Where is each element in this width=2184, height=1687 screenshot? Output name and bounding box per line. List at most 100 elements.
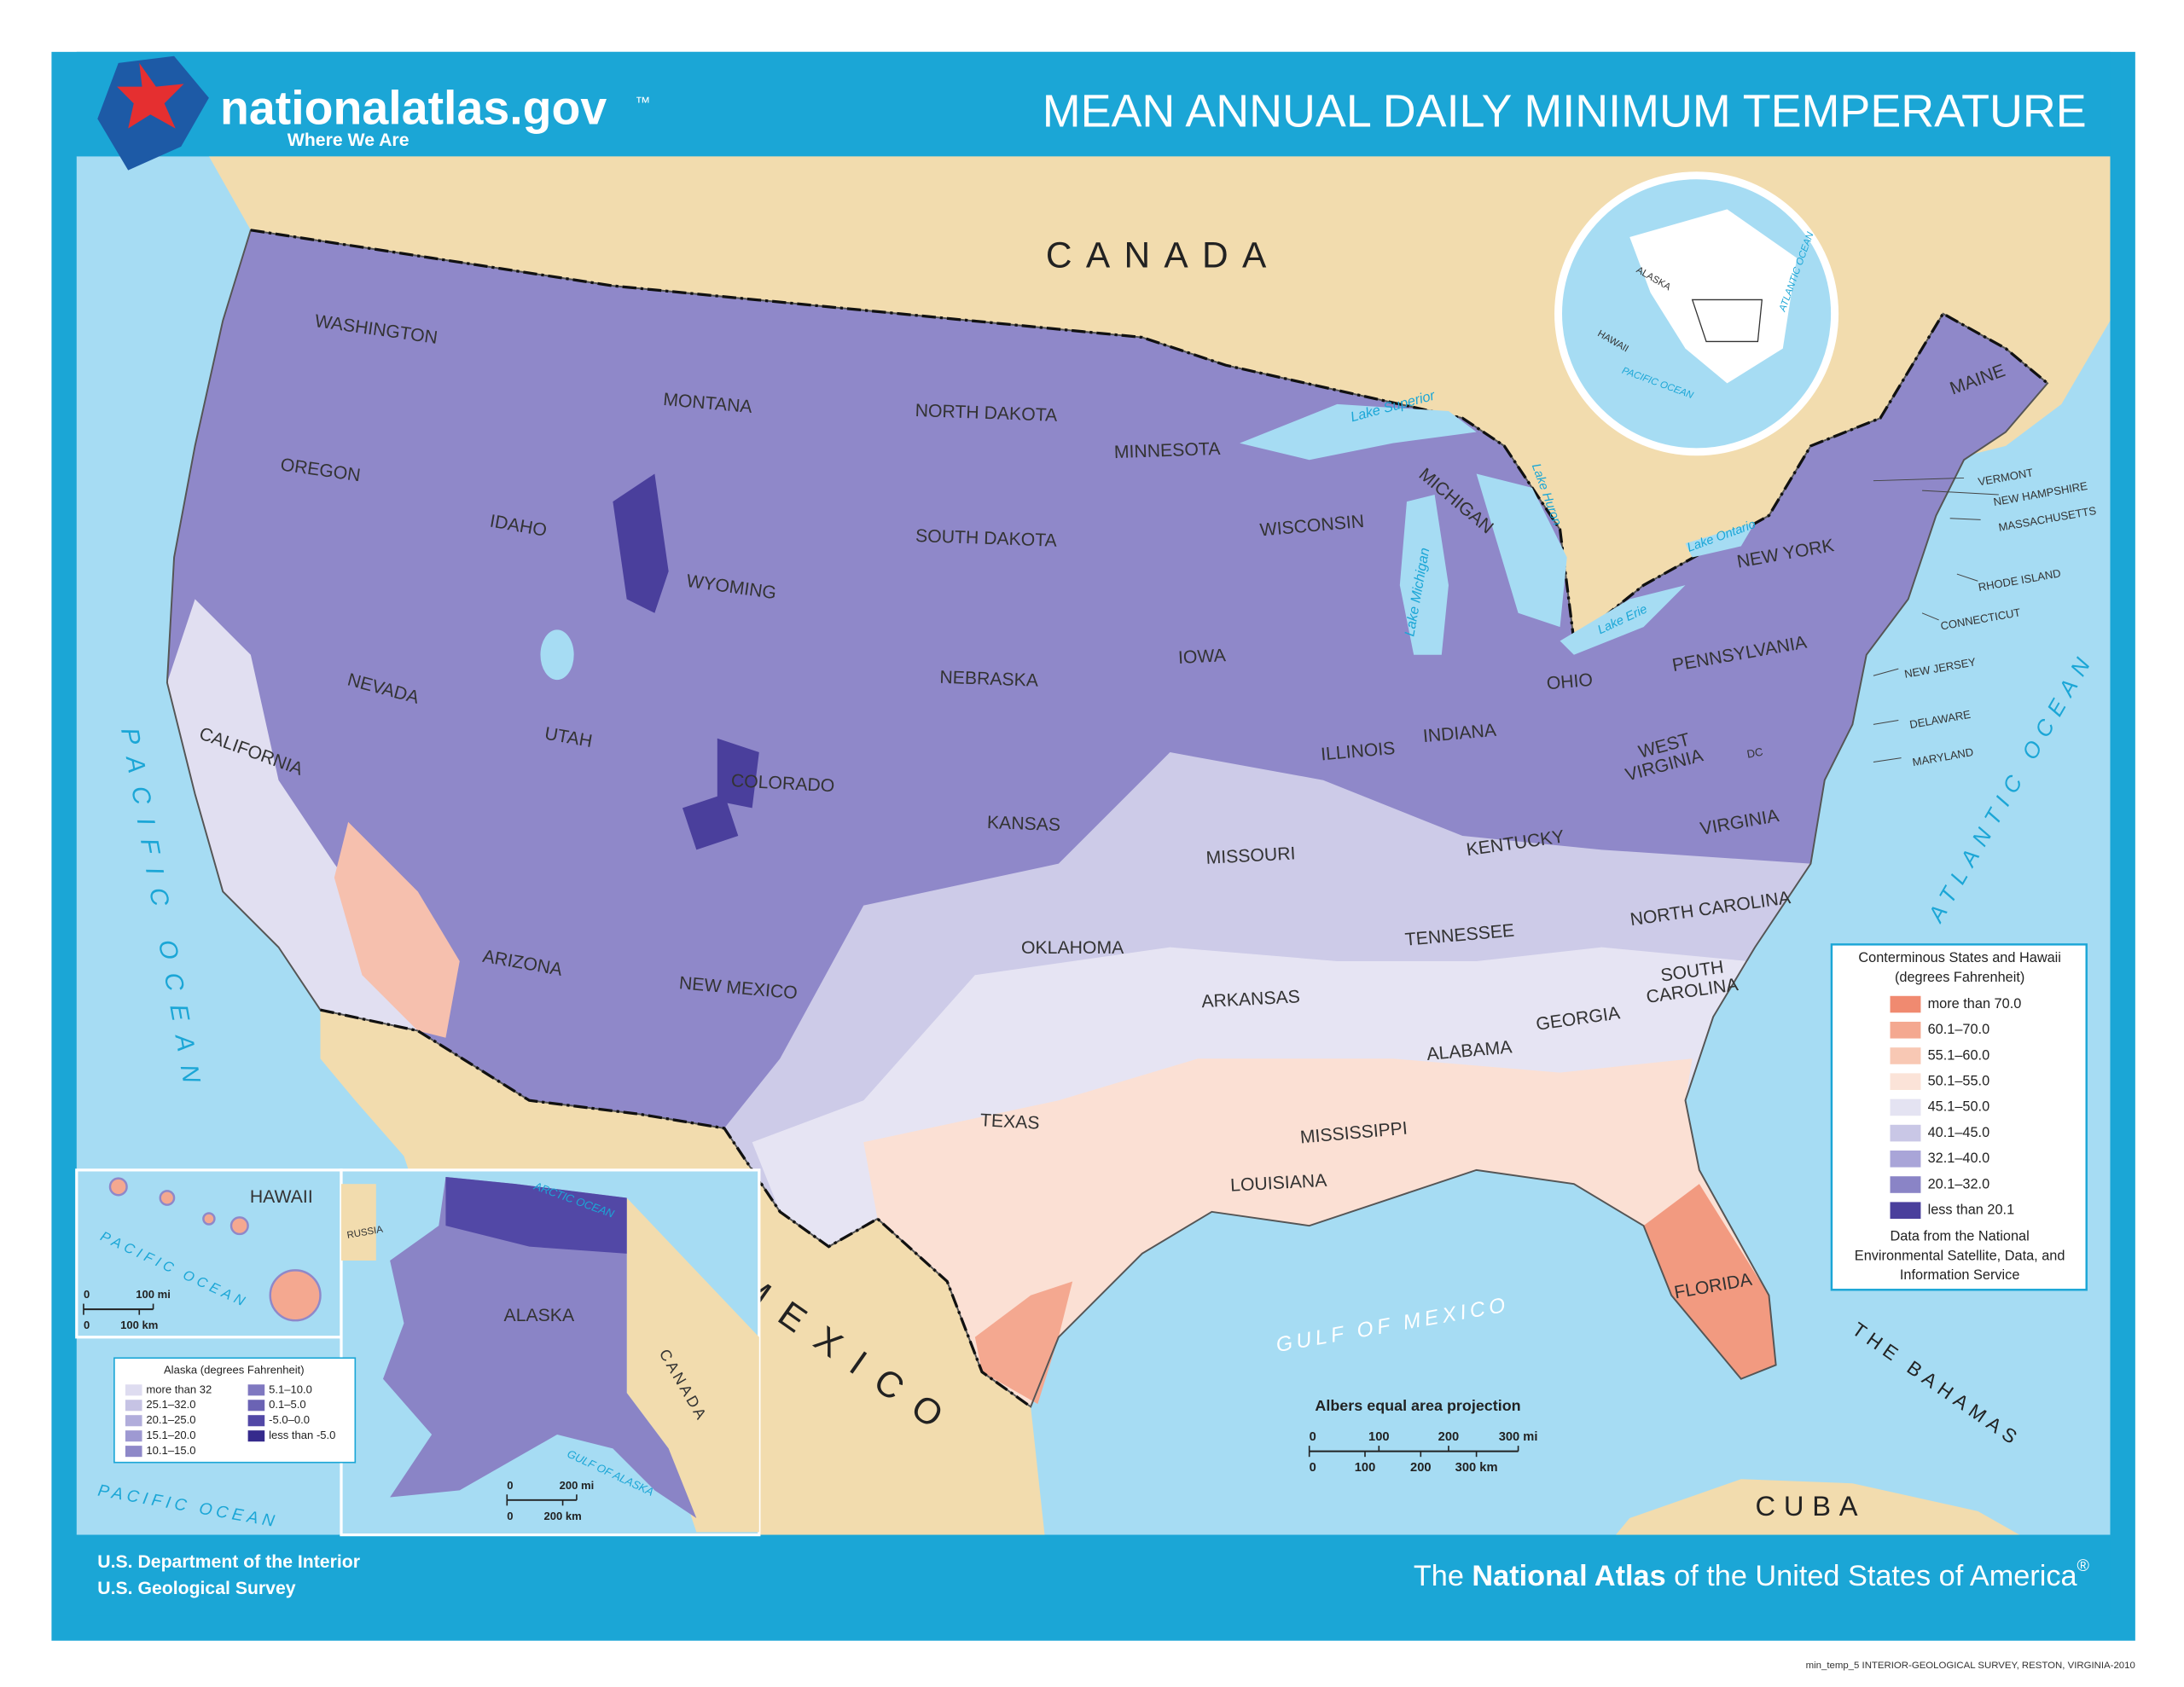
- scale-label: 0: [1310, 1461, 1316, 1475]
- atlas-credit-part: National Atlas: [1472, 1560, 1665, 1592]
- globe-us: [1691, 299, 1763, 343]
- legend-swatch: [247, 1384, 265, 1396]
- legend-label: 45.1–50.0: [1928, 1099, 1990, 1115]
- legend-swatch: [1890, 1021, 1921, 1039]
- legend-swatch: [247, 1415, 265, 1427]
- legend-swatch: [247, 1430, 265, 1442]
- state-label: SOUTH DAKOTA: [915, 526, 1058, 551]
- zone-rockies: [613, 473, 669, 613]
- scale-label: 100: [1355, 1461, 1376, 1475]
- country-label: CANADA: [1046, 235, 1281, 275]
- state-label: NEBRASKA: [939, 668, 1039, 691]
- state-label: IOWA: [1177, 646, 1227, 668]
- legend-source: Environmental Satellite, Data, and: [1855, 1248, 2065, 1263]
- main-legend: [1830, 943, 2088, 1291]
- legend-label: more than 70.0: [1928, 996, 2022, 1012]
- legend-title: Conterminous States and Hawaii: [1858, 950, 2061, 965]
- legend-label: -5.0–0.0: [269, 1413, 310, 1426]
- scale-label: 0: [84, 1319, 90, 1331]
- lake: [1685, 522, 1756, 558]
- atlas-credit-part: ®: [2077, 1557, 2090, 1575]
- legend-label: less than 20.1: [1928, 1203, 2015, 1218]
- footer-band: [76, 1534, 2111, 1616]
- scale-label: 100 km: [120, 1319, 158, 1331]
- leader-line: [1949, 518, 1981, 520]
- lake: [1240, 403, 1477, 461]
- hawaii-island: [159, 1190, 176, 1206]
- zone-rockies: [682, 794, 739, 850]
- scale-label: 0: [1310, 1430, 1316, 1444]
- state-label: MISSOURI: [1205, 844, 1296, 867]
- inset-title: ALASKA: [504, 1306, 575, 1325]
- legend-swatch: [1890, 1073, 1921, 1090]
- scale-label: 0: [507, 1510, 513, 1522]
- legend-swatch: [125, 1430, 142, 1442]
- legend-swatch: [1890, 1151, 1921, 1168]
- legend-source: Data from the National: [1891, 1229, 2030, 1244]
- logo-trademark: ™: [635, 94, 650, 111]
- atlas-credit-part: The: [1414, 1560, 1472, 1592]
- scale-label: 200 mi: [560, 1479, 595, 1492]
- hawaii-island: [202, 1212, 216, 1226]
- legend-swatch: [125, 1446, 142, 1458]
- hawaii-island: [229, 1216, 249, 1236]
- alaska-legend: [113, 1357, 357, 1464]
- russia-land: [341, 1184, 376, 1261]
- legend-label: 32.1–40.0: [1928, 1151, 1990, 1166]
- zone-hot: [1643, 1184, 1776, 1379]
- legend-title: Alaska (degrees Fahrenheit): [164, 1363, 305, 1376]
- legend-swatch: [247, 1400, 265, 1412]
- zone-rockies: [717, 738, 759, 809]
- state-label: OHIO: [1546, 670, 1594, 694]
- logo-star: [117, 62, 184, 129]
- leader-line: [1873, 720, 1899, 725]
- state-label: OKLAHOMA: [1021, 938, 1124, 958]
- hawaii-island: [108, 1177, 128, 1197]
- agency: U.S. Geological Survey: [97, 1579, 296, 1598]
- logo-tagline: Where We Are: [288, 130, 410, 150]
- legend-label: 20.1–32.0: [1928, 1176, 1990, 1191]
- lake: [1476, 473, 1567, 628]
- state-label: NORTH DAKOTA: [915, 401, 1058, 426]
- legend-label: 20.1–25.0: [146, 1413, 195, 1426]
- print-credit: min_temp_5 INTERIOR-GEOLOGICAL SURVEY, R…: [1806, 1661, 2135, 1671]
- legend-label: 40.1–45.0: [1928, 1125, 1990, 1140]
- legend-title: (degrees Fahrenheit): [1895, 970, 2024, 985]
- scale-label: 200: [1410, 1461, 1432, 1475]
- leader-line: [1873, 757, 1902, 762]
- atlas-credit-part: of the United States of America: [1666, 1560, 2078, 1592]
- scale-label: 100: [1368, 1430, 1390, 1444]
- legend-swatch: [1890, 1202, 1921, 1219]
- header-band: [76, 51, 2111, 157]
- agency: U.S. Department of the Interior: [97, 1552, 360, 1572]
- legend-label: 15.1–20.0: [146, 1429, 195, 1441]
- legend-label: 10.1–15.0: [146, 1444, 195, 1457]
- map-title: MEAN ANNUAL DAILY MINIMUM TEMPERATURE: [1043, 86, 2087, 137]
- lake: [540, 629, 574, 681]
- scale-label: 200 km: [543, 1510, 581, 1522]
- legend-swatch: [125, 1400, 142, 1412]
- legend-label: 50.1–55.0: [1928, 1073, 1990, 1088]
- legend-label: 25.1–32.0: [146, 1398, 195, 1411]
- state-label: TEXAS: [979, 1110, 1040, 1133]
- logo-text: nationalatlas.gov: [220, 82, 607, 135]
- leader-line: [1956, 573, 1978, 582]
- legend-swatch: [125, 1384, 142, 1396]
- leader-line: [1873, 477, 1965, 482]
- leader-line: [1921, 612, 1939, 621]
- leader-line: [1922, 490, 1999, 496]
- zone-hot: [974, 1281, 1073, 1405]
- scale-label: 0: [84, 1288, 90, 1301]
- alaska-land: [382, 1177, 697, 1519]
- legend-swatch: [1890, 995, 1921, 1013]
- legend-swatch: [1890, 1124, 1921, 1142]
- scale-label: 0: [507, 1479, 513, 1492]
- scale-label: 300 km: [1455, 1461, 1498, 1475]
- legend-label: more than 32: [146, 1383, 212, 1395]
- legend-swatch: [1890, 1047, 1921, 1064]
- legend-label: 5.1–10.0: [269, 1383, 312, 1395]
- legend-swatch: [1890, 1176, 1921, 1193]
- state-label: DC: [1745, 745, 1763, 761]
- legend-label: less than -5.0: [269, 1429, 335, 1441]
